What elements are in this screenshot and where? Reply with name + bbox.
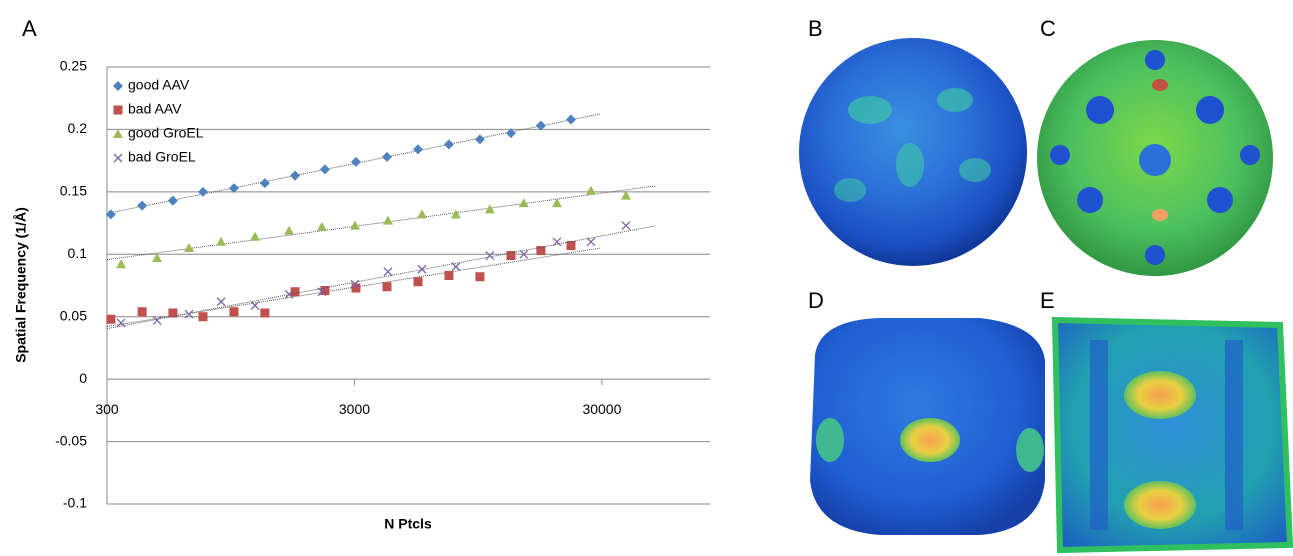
panel-label: E: [1040, 288, 1055, 313]
trendline: [106, 185, 656, 261]
x-axis-title: N Ptcls: [384, 516, 432, 532]
marker: [552, 237, 562, 247]
y-tick-label: 0.2: [68, 120, 88, 136]
marker: [417, 264, 427, 274]
marker: [317, 287, 327, 297]
map-c: [1037, 40, 1273, 276]
marker: [168, 308, 178, 318]
marker: [417, 209, 428, 219]
marker: [383, 267, 393, 277]
marker: [290, 170, 301, 181]
marker: [518, 198, 529, 208]
marker: [382, 282, 392, 292]
marker: [475, 272, 485, 282]
x-tick-label: 300: [95, 401, 119, 417]
marker: [250, 301, 260, 310]
marker: [350, 156, 361, 167]
y-tick-label: 0: [79, 370, 87, 386]
marker: [229, 307, 239, 317]
marker: [216, 236, 227, 246]
panel-label: B: [808, 16, 823, 41]
marker: [184, 243, 195, 253]
marker: [105, 209, 116, 220]
panel-label: A: [22, 16, 37, 41]
marker: [284, 289, 294, 299]
y-axis-title: Spatial Frequency (1/Å): [13, 207, 29, 363]
marker: [152, 253, 163, 263]
x-tick-label: 3000: [339, 401, 370, 417]
marker: [566, 241, 576, 251]
map-e: [1051, 316, 1293, 554]
marker: [349, 220, 360, 230]
marker: [566, 114, 577, 125]
marker: [485, 251, 495, 260]
marker: [152, 316, 162, 325]
x-tick-label: 30000: [582, 401, 621, 417]
map-b: [799, 38, 1027, 266]
y-tick-label: -0.1: [63, 495, 87, 511]
legend-marker: [113, 81, 123, 91]
marker: [167, 195, 178, 206]
marker: [284, 225, 295, 235]
marker: [474, 134, 485, 145]
marker: [260, 308, 270, 318]
marker: [382, 215, 393, 225]
legend-label: bad GroEL: [128, 149, 196, 165]
y-tick-label: -0.05: [55, 432, 87, 448]
marker: [250, 231, 261, 241]
legend-label: bad AAV: [128, 101, 182, 117]
marker: [586, 237, 596, 247]
legend-label: good GroEL: [128, 125, 204, 141]
marker: [519, 249, 529, 259]
marker: [350, 279, 360, 289]
marker: [184, 309, 194, 319]
trendline: [106, 247, 601, 327]
marker: [451, 262, 461, 272]
marker: [450, 209, 461, 219]
y-tick-label: 0.15: [60, 183, 87, 199]
legend-marker: [113, 129, 123, 138]
legend-marker: [113, 105, 123, 115]
marker: [381, 151, 392, 162]
marker: [116, 259, 127, 269]
marker: [505, 128, 516, 139]
marker: [535, 120, 546, 131]
marker: [443, 139, 454, 150]
marker: [444, 271, 454, 281]
y-tick-label: 0.1: [68, 245, 88, 261]
panel-label: C: [1040, 16, 1056, 41]
marker: [229, 183, 240, 194]
marker: [316, 221, 327, 231]
map-d: [810, 318, 1045, 535]
marker: [259, 178, 270, 189]
marker: [621, 221, 631, 231]
marker: [116, 318, 126, 328]
marker: [536, 246, 546, 256]
marker: [137, 307, 147, 317]
marker: [412, 144, 423, 155]
marker: [620, 190, 631, 200]
marker: [198, 312, 208, 322]
y-tick-label: 0.25: [60, 58, 87, 74]
legend-label: good AAV: [128, 77, 190, 93]
marker: [216, 297, 226, 307]
marker: [106, 314, 116, 324]
marker: [319, 164, 330, 175]
marker: [484, 204, 495, 214]
marker: [137, 200, 148, 211]
marker: [413, 277, 423, 287]
y-tick-label: 0.05: [60, 307, 87, 323]
marker: [551, 198, 562, 208]
marker: [198, 186, 209, 197]
marker: [585, 185, 596, 195]
legend-marker: [113, 153, 123, 163]
panel-label: D: [808, 288, 824, 313]
marker: [290, 287, 300, 297]
